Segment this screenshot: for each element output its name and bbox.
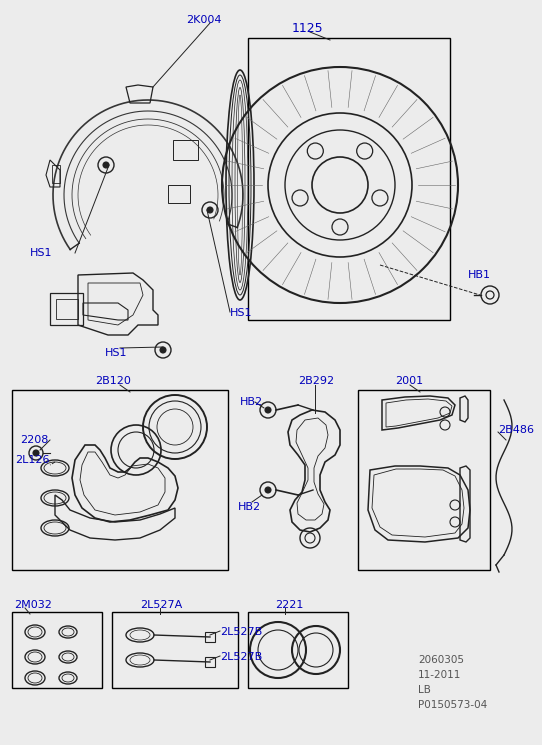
Bar (12, 390, 228, 570)
Text: 2M032: 2M032 (14, 600, 52, 610)
Text: 2B292: 2B292 (298, 376, 334, 386)
Text: P0150573-04: P0150573-04 (418, 700, 487, 710)
Bar (248, 38, 450, 320)
Text: 2L527B: 2L527B (220, 627, 262, 637)
Text: HS1: HS1 (105, 348, 127, 358)
Bar (12, 612, 102, 688)
Text: 2L527A: 2L527A (140, 600, 182, 610)
Circle shape (103, 162, 109, 168)
Text: 2L527B: 2L527B (220, 652, 262, 662)
Text: HB2: HB2 (240, 397, 263, 407)
Bar (358, 390, 490, 570)
Text: 1125: 1125 (292, 22, 324, 35)
Text: 2B486: 2B486 (498, 425, 534, 435)
Text: HB2: HB2 (238, 502, 261, 512)
Circle shape (265, 407, 271, 413)
Text: 2001: 2001 (395, 376, 423, 386)
Text: HB1: HB1 (468, 270, 491, 280)
Circle shape (33, 450, 39, 456)
Text: 2L126: 2L126 (15, 455, 49, 465)
Circle shape (160, 347, 166, 353)
Bar (248, 612, 348, 688)
Text: 2208: 2208 (20, 435, 48, 445)
Circle shape (265, 487, 271, 493)
Text: HS1: HS1 (30, 248, 53, 258)
Text: 2K004: 2K004 (186, 15, 222, 25)
Circle shape (207, 207, 213, 213)
Text: 2221: 2221 (275, 600, 304, 610)
Text: HS1: HS1 (230, 308, 253, 318)
Text: LB: LB (418, 685, 431, 695)
Text: 11-2011: 11-2011 (418, 670, 461, 680)
Text: 2B120: 2B120 (95, 376, 131, 386)
Text: 2060305: 2060305 (418, 655, 464, 665)
Bar (112, 612, 238, 688)
